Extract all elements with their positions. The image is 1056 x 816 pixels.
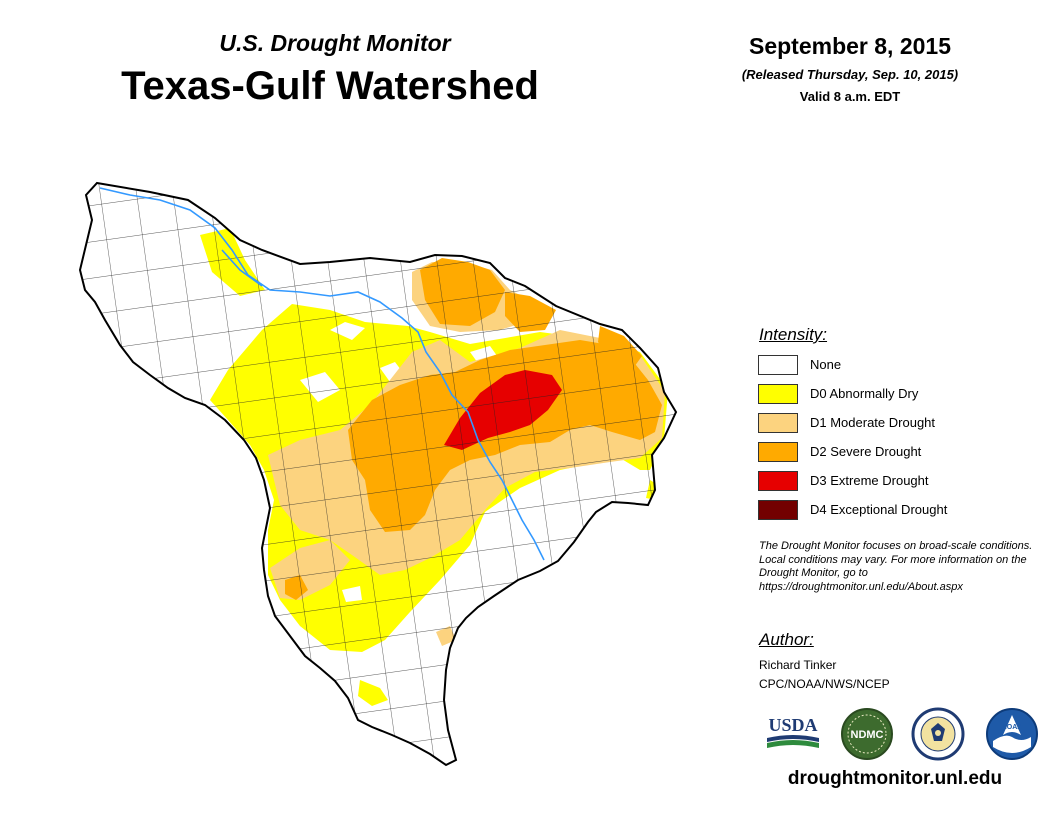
legend-label-d1: D1 Moderate Drought: [810, 415, 936, 430]
legend-swatch-none: [758, 355, 798, 375]
legend-label-none: None: [810, 357, 842, 372]
website-link[interactable]: droughtmonitor.unl.edu: [787, 768, 1003, 789]
author-organization: CPC/NOAA/NWS/NCEP: [759, 677, 890, 691]
author-heading: Author:: [759, 630, 814, 649]
legend-swatch-d4: [758, 500, 798, 520]
drought-areas: [80, 183, 676, 765]
legend-label-d3: D3 Extreme Drought: [810, 473, 929, 488]
noaa-logo-text: NOAA: [1002, 724, 1023, 731]
main-river: [99, 187, 545, 561]
page-title: Texas-Gulf Watershed: [121, 64, 539, 108]
legend-title: Intensity:: [759, 325, 828, 344]
legend-swatch-d0: [758, 384, 798, 404]
release-date: (Released Thursday, Sep. 10, 2015): [741, 67, 959, 82]
usda-logo-text: USDA: [768, 715, 817, 735]
commerce-seal-icon: [911, 707, 965, 761]
author-name: Richard Tinker: [759, 658, 837, 672]
disclaimer-note: The Drought Monitor focuses on broad-sca…: [759, 540, 1033, 593]
noaa-logo-icon: NOAA: [986, 708, 1038, 760]
subtitle: U.S. Drought Monitor: [219, 30, 451, 56]
ndmc-logo-text: NDMC: [851, 729, 884, 741]
usda-logo-icon: USDA: [767, 715, 819, 748]
legend-label-d0: D0 Abnormally Dry: [810, 386, 919, 401]
river-tributary: [221, 249, 263, 287]
legend-swatch-d2: [758, 442, 798, 462]
legend-label-d2: D2 Severe Drought: [810, 444, 922, 459]
legend-swatch-d3: [758, 471, 798, 491]
valid-time: Valid 8 a.m. EDT: [799, 89, 901, 104]
ndmc-logo-icon: NDMC: [841, 708, 893, 760]
rivers: [99, 187, 545, 561]
legend-swatch-d1: [758, 413, 798, 433]
county-boundaries: [80, 183, 676, 765]
legend-label-d4: D4 Exceptional Drought: [810, 502, 948, 517]
map-date: September 8, 2015: [748, 33, 951, 59]
